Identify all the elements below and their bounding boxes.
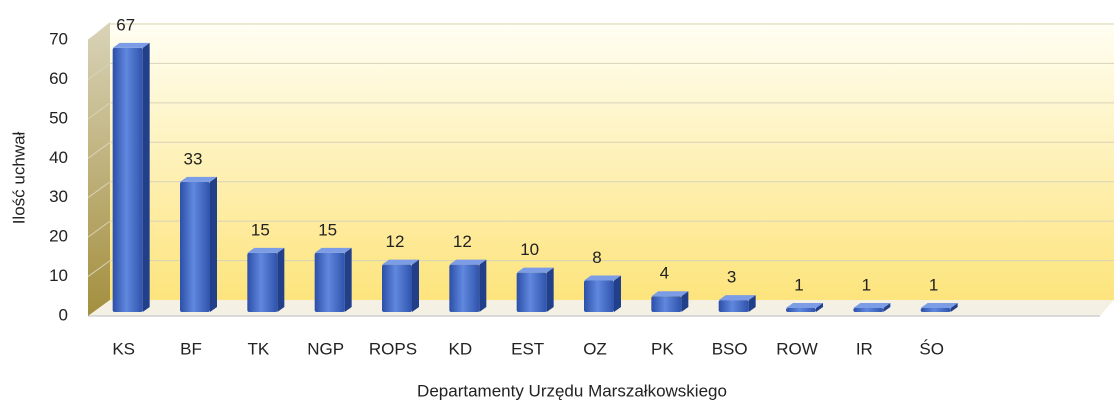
x-tick-label: KD: [449, 339, 473, 358]
bar-top: [382, 259, 419, 265]
bar: [449, 264, 480, 312]
x-tick-label: BSO: [712, 339, 748, 358]
x-tick-label: IR: [856, 339, 873, 358]
value-label: 1: [794, 276, 803, 295]
bar-top: [112, 42, 150, 48]
x-tick-label: TK: [247, 339, 269, 358]
value-label: 15: [318, 220, 337, 239]
bar-top: [247, 247, 285, 253]
bar-side: [412, 259, 419, 312]
value-label: 12: [453, 232, 472, 251]
bar-top: [516, 267, 554, 273]
x-tick-label: OZ: [583, 339, 607, 358]
bar: [382, 264, 412, 312]
grid-line: [87, 260, 1114, 277]
y-tick-label: 60: [49, 69, 68, 88]
bar-top: [786, 303, 823, 309]
grid-line: [87, 141, 1114, 159]
y-tick-label: 20: [49, 227, 68, 246]
bar: [651, 296, 682, 312]
value-label: 12: [386, 232, 405, 251]
bar-side: [546, 267, 554, 312]
x-tick-label: ŚO: [919, 339, 944, 358]
x-tick-label: EST: [511, 339, 544, 358]
value-label: 10: [520, 240, 539, 259]
bar-top: [920, 303, 958, 309]
y-tick-label: 0: [59, 305, 68, 324]
y-tick-label: 30: [49, 187, 68, 206]
value-label: 8: [592, 248, 601, 267]
bar: [920, 308, 951, 312]
bar-side: [142, 42, 150, 312]
bar-side: [748, 295, 756, 312]
x-tick-label: ROPS: [369, 339, 417, 358]
bar-top: [584, 275, 621, 281]
bar-top: [853, 303, 891, 309]
y-tick-label: 70: [49, 29, 68, 48]
x-tick-label: BF: [180, 339, 202, 358]
bar-side: [950, 303, 958, 312]
bar-top: [180, 176, 217, 182]
bar-side: [681, 291, 689, 312]
bar-side: [344, 247, 352, 312]
value-label: 1: [929, 276, 938, 295]
bar: [180, 181, 210, 312]
grid-line: [87, 62, 1114, 80]
x-tick-label: KS: [112, 339, 135, 358]
x-axis-title: Departamenty Urzędu Marszałkowskiego: [417, 381, 727, 400]
bar: [584, 280, 614, 312]
value-label: 3: [727, 268, 736, 287]
bar-side: [614, 275, 621, 312]
bar-top: [718, 295, 756, 301]
bar-side: [479, 259, 487, 312]
bar: [516, 272, 547, 312]
bar-top: [449, 259, 487, 265]
bar-top: [651, 291, 689, 297]
grid-line: [87, 220, 1114, 238]
value-label: 1: [862, 276, 871, 295]
bar-side: [210, 176, 217, 312]
x-tick-label: PK: [651, 339, 674, 358]
y-axis-title: Ilość uchwał: [9, 131, 28, 224]
bar: [853, 308, 884, 312]
y-tick-label: 50: [49, 108, 68, 127]
back-wall: [110, 22, 1114, 300]
bar-top: [314, 247, 352, 253]
x-tick-label: NGP: [307, 339, 344, 358]
side-wall: [88, 22, 110, 316]
value-label: 15: [251, 220, 270, 239]
grid-line: [87, 23, 1114, 41]
value-label: 4: [660, 264, 669, 283]
value-label: 67: [116, 15, 135, 34]
value-label: 33: [184, 149, 203, 168]
bar: [112, 47, 143, 312]
grid-line: [87, 102, 1114, 120]
bar: [247, 252, 278, 312]
bar: [786, 308, 816, 312]
bar: [718, 300, 749, 312]
bar-side: [883, 303, 891, 312]
x-tick-label: ROW: [776, 339, 818, 358]
grid-line: [87, 181, 1114, 199]
bar-side: [277, 247, 285, 312]
y-tick-label: 10: [49, 266, 68, 285]
bar: [314, 252, 345, 312]
bar-side: [816, 303, 823, 312]
y-tick-label: 40: [49, 148, 68, 167]
